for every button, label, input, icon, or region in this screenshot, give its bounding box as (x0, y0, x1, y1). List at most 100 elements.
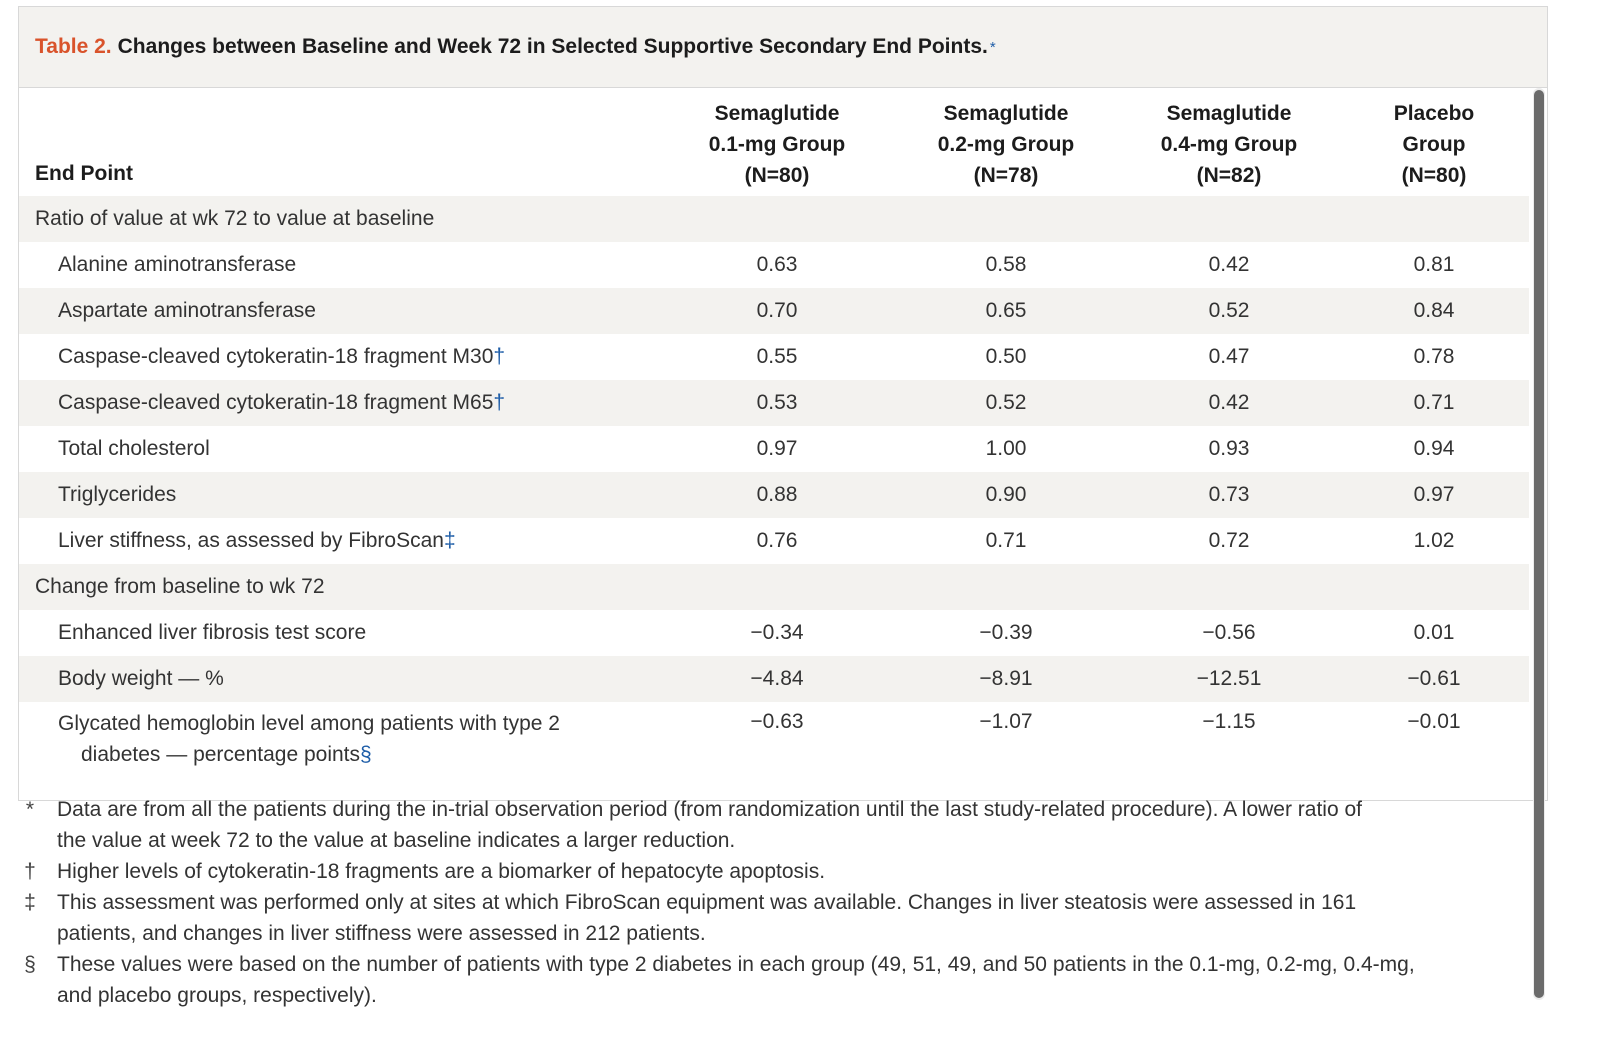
footnote-line: These values were based on the number of… (57, 953, 1415, 976)
footnote-line: and placebo groups, respectively). (57, 984, 377, 1007)
column-header-line: (N=80) (1401, 164, 1467, 187)
table-row: Caspase-cleaved cytokeratin-18 fragment … (19, 380, 1529, 426)
cell-value: 0.93 (1208, 437, 1250, 460)
footnote-mark[interactable]: ‡ (443, 529, 456, 552)
cell-value: −1.07 (979, 710, 1033, 733)
column-header-line: 0.4-mg Group (1160, 133, 1298, 156)
row-label: Aspartate aminotransferase (58, 299, 316, 323)
row-label-text: Body weight — % (58, 667, 224, 690)
row-label: Caspase-cleaved cytokeratin-18 fragment … (58, 391, 505, 415)
data-table: End Point Semaglutide 0.1-mg Group (N=80… (19, 88, 1529, 780)
cell-value: 0.88 (756, 483, 798, 506)
cell-value: 0.52 (985, 391, 1027, 414)
scrollbar-thumb[interactable] (1534, 90, 1544, 998)
row-label-text: Aspartate aminotransferase (58, 299, 316, 322)
section-heading: Ratio of value at wk 72 to value at base… (35, 207, 435, 230)
section-heading: Change from baseline to wk 72 (35, 575, 325, 598)
row-label-text: Caspase-cleaved cytokeratin-18 fragment … (58, 391, 494, 414)
row-label: Glycated hemoglobin level among patients… (58, 708, 560, 770)
table-row: Glycated hemoglobin level among patients… (19, 702, 1529, 780)
row-label-text: Liver stiffness, as assessed by FibroSca… (58, 529, 444, 552)
row-label-text: diabetes — percentage points (81, 743, 361, 766)
footnote: ‡ This assessment was performed only at … (18, 887, 1523, 949)
section-heading-row: Ratio of value at wk 72 to value at base… (19, 196, 1529, 242)
table-row: Total cholesterol 0.97 1.00 0.93 0.94 (19, 426, 1529, 472)
column-header-line: (N=82) (1196, 164, 1262, 187)
cell-value: −4.84 (750, 667, 804, 690)
footnote-line: Data are from all the patients during th… (57, 798, 1362, 821)
row-label: Liver stiffness, as assessed by FibroSca… (58, 529, 456, 553)
column-header-placebo: Placebo Group (N=80) (1324, 98, 1544, 191)
cell-value: 0.81 (1413, 253, 1455, 276)
column-header-end-point: End Point (35, 162, 133, 185)
column-header-line: Placebo (1393, 102, 1475, 125)
cell-value: 0.94 (1413, 437, 1455, 460)
table-row: Triglycerides 0.88 0.90 0.73 0.97 (19, 472, 1529, 518)
footnote-symbol: * (25, 798, 35, 821)
cell-value: −12.51 (1196, 667, 1262, 690)
cell-value: 0.42 (1208, 253, 1250, 276)
footnotes: * Data are from all the patients during … (18, 794, 1523, 1011)
cell-value: 0.58 (985, 253, 1027, 276)
table-row: Aspartate aminotransferase 0.70 0.65 0.5… (19, 288, 1529, 334)
title-footnote-mark[interactable]: * (989, 38, 996, 56)
section-heading-row: Change from baseline to wk 72 (19, 564, 1529, 610)
table-row: Alanine aminotransferase 0.63 0.58 0.42 … (19, 242, 1529, 288)
cell-value: 0.71 (1413, 391, 1455, 414)
cell-value: 0.78 (1413, 345, 1455, 368)
footnote-symbol: † (24, 860, 36, 883)
cell-value: 0.47 (1208, 345, 1250, 368)
cell-value: 0.90 (985, 483, 1027, 506)
footnote-symbol: § (24, 953, 36, 976)
row-label: Alanine aminotransferase (58, 253, 296, 277)
row-label-text: Caspase-cleaved cytokeratin-18 fragment … (58, 345, 494, 368)
cell-value: 0.52 (1208, 299, 1250, 322)
row-label: Body weight — % (58, 667, 224, 691)
cell-value: 0.55 (756, 345, 798, 368)
cell-value: 0.97 (1413, 483, 1455, 506)
footnote-mark[interactable]: † (493, 345, 506, 368)
table-title-bar: Table 2. Changes between Baseline and We… (18, 6, 1548, 88)
cell-value: −0.34 (750, 621, 804, 644)
cell-value: −0.39 (979, 621, 1033, 644)
table-number: Table 2. (35, 35, 112, 58)
column-header-sema-0-1: Semaglutide 0.1-mg Group (N=80) (667, 98, 887, 191)
row-label: Total cholesterol (58, 437, 210, 461)
footnote-line: patients, and changes in liver stiffness… (57, 922, 706, 945)
row-label-text: Triglycerides (58, 483, 177, 506)
column-header-line: (N=80) (744, 164, 810, 187)
cell-value: −0.56 (1202, 621, 1256, 644)
column-header-line: 0.1-mg Group (708, 133, 846, 156)
column-header-line: Semaglutide (1166, 102, 1292, 125)
cell-value: −0.01 (1407, 710, 1461, 733)
column-header-line: 0.2-mg Group (937, 133, 1075, 156)
footnote-mark[interactable]: § (360, 743, 372, 766)
row-label: Enhanced liver fibrosis test score (58, 621, 366, 645)
table-header-row: End Point Semaglutide 0.1-mg Group (N=80… (19, 88, 1529, 196)
row-label: Triglycerides (58, 483, 176, 507)
footnote-line: This assessment was performed only at si… (57, 891, 1357, 914)
cell-value: 0.73 (1208, 483, 1250, 506)
cell-value: 0.42 (1208, 391, 1250, 414)
cell-value: 0.71 (985, 529, 1027, 552)
row-label-text: Total cholesterol (58, 437, 210, 460)
cell-value: 0.65 (985, 299, 1027, 322)
row-label: Caspase-cleaved cytokeratin-18 fragment … (58, 345, 505, 369)
row-label-text: Alanine aminotransferase (58, 253, 297, 276)
table-row: Enhanced liver fibrosis test score −0.34… (19, 610, 1529, 656)
cell-value: −0.61 (1407, 667, 1461, 690)
cell-value: 0.70 (756, 299, 798, 322)
cell-value: 0.76 (756, 529, 798, 552)
footnote-line: Higher levels of cytokeratin-18 fragment… (57, 860, 826, 883)
column-header-line: Group (1402, 133, 1466, 156)
cell-value: −0.63 (750, 710, 804, 733)
row-label-text: Enhanced liver fibrosis test score (58, 621, 367, 644)
row-label-continuation: diabetes — percentage points§ (58, 743, 372, 766)
cell-value: −8.91 (979, 667, 1033, 690)
column-header-line: Semaglutide (714, 102, 840, 125)
footnote: § These values were based on the number … (18, 949, 1523, 1011)
footnote-mark[interactable]: † (493, 391, 506, 414)
column-header-line: (N=78) (973, 164, 1039, 187)
table-title: Changes between Baseline and Week 72 in … (117, 35, 988, 58)
cell-value: 0.97 (756, 437, 798, 460)
